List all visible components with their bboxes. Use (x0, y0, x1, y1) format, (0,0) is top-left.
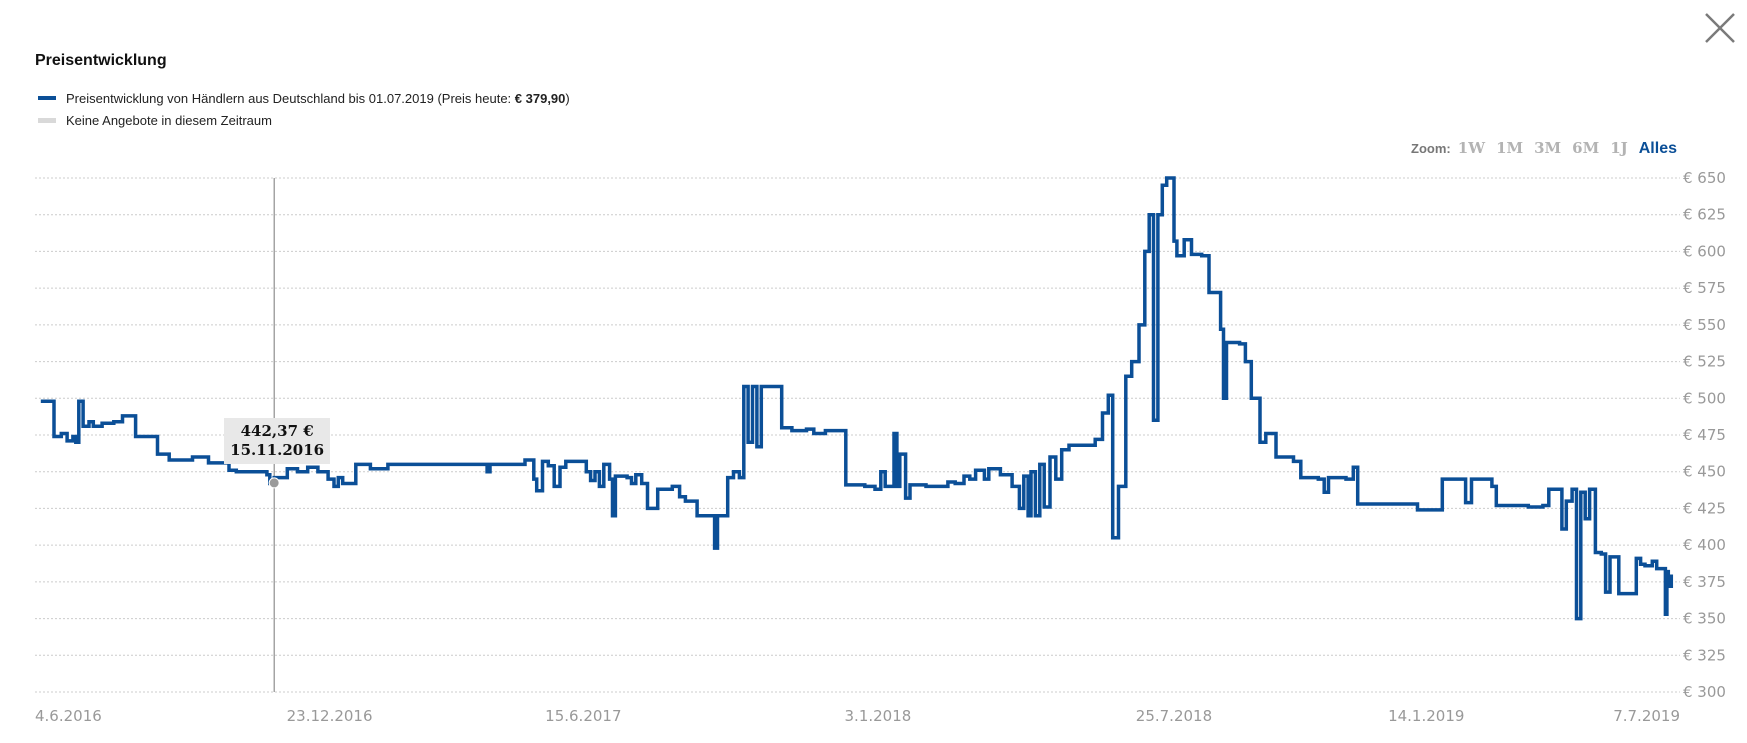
y-tick-label: € 450 (1683, 463, 1726, 481)
x-tick-label: 14.1.2019 (1388, 707, 1464, 725)
close-icon (1705, 13, 1735, 43)
x-axis-labels: 4.6.2016 23.12.2016 15.6.2017 3.1.2018 25.7.… (35, 707, 1680, 725)
y-tick-label: € 525 (1683, 353, 1726, 371)
y-tick-label: € 325 (1683, 646, 1726, 664)
y-tick-label: € 575 (1683, 279, 1726, 297)
zoom-1j-button[interactable]: 1J (1610, 139, 1628, 157)
y-tick-label: € 500 (1683, 389, 1726, 407)
tooltip: 442,37 € 15.11.2016 (224, 417, 331, 464)
y-tick-label: € 550 (1683, 316, 1726, 334)
zoom-label: Zoom: (1411, 141, 1451, 156)
legend-item-price-series[interactable]: Preisentwicklung von Händlern aus Deutsc… (38, 87, 570, 109)
legend-today-price: € 379,90 (514, 90, 566, 106)
y-tick-label: € 300 (1683, 683, 1726, 701)
x-tick-label: 23.12.2016 (287, 707, 373, 725)
x-tick-label: 3.1.2018 (845, 707, 912, 725)
y-tick-label: € 475 (1683, 426, 1726, 444)
y-tick-label: € 600 (1683, 242, 1726, 260)
tooltip-date: 15.11.2016 (230, 440, 325, 459)
zoom-controls: Zoom: 1W 1M 3M 6M 1J Alles (1411, 139, 1677, 158)
y-tick-label: € 350 (1683, 610, 1726, 628)
y-tick-label: € 425 (1683, 499, 1726, 517)
zoom-1w-button[interactable]: 1W (1457, 139, 1486, 157)
legend-series-text: Preisentwicklung von Händlern aus Deutsc… (66, 90, 570, 106)
x-tick-label: 7.7.2019 (1613, 707, 1680, 725)
zoom-3m-button[interactable]: 3M (1534, 139, 1562, 157)
hover-marker (268, 477, 280, 489)
legend: Preisentwicklung von Händlern aus Deutsc… (38, 87, 570, 131)
x-tick-label: 25.7.2018 (1136, 707, 1212, 725)
x-tick-label: 15.6.2017 (545, 707, 621, 725)
legend-item-no-offers[interactable]: Keine Angebote in diesem Zeitraum (38, 109, 570, 131)
tooltip-price: 442,37 € (240, 421, 314, 440)
zoom-all-button[interactable]: Alles (1638, 140, 1677, 157)
y-tick-label: € 400 (1683, 536, 1726, 554)
zoom-6m-button[interactable]: 6M (1572, 139, 1600, 157)
y-axis-labels: € 650 € 625 € 600 € 575 € 550 € 525 € 500 € 475… (1683, 169, 1726, 701)
price-line[interactable] (40, 176, 1674, 621)
x-tick-label: 4.6.2016 (35, 707, 102, 725)
legend-line-swatch (38, 96, 56, 100)
legend-gray-swatch (38, 117, 56, 123)
legend-no-offers-text: Keine Angebote in diesem Zeitraum (66, 112, 272, 128)
zoom-1m-button[interactable]: 1M (1496, 139, 1524, 157)
y-tick-label: € 375 (1683, 573, 1726, 591)
y-tick-label: € 650 (1683, 169, 1726, 187)
close-button[interactable] (1700, 8, 1740, 48)
chart-title: Preisentwicklung (35, 52, 167, 69)
y-tick-label: € 625 (1683, 206, 1726, 224)
